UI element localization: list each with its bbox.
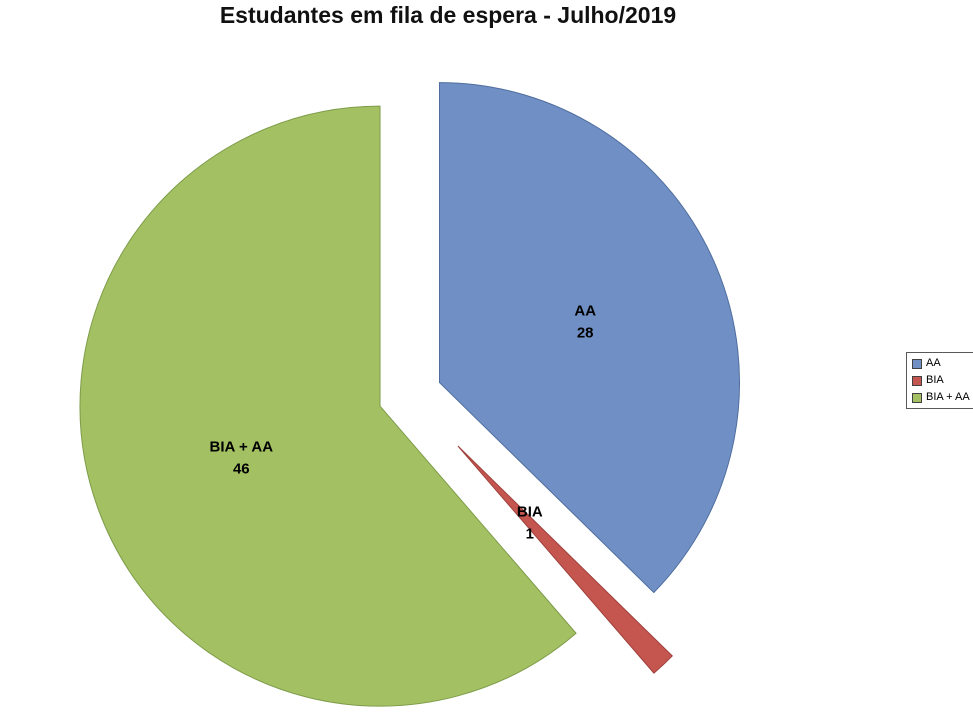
slice-label-bia-aa: BIA + AA 46: [210, 439, 274, 478]
pie-slice-aa: [439, 82, 740, 594]
pie-slice-bia-aa: [79, 105, 577, 707]
legend-item-bia: BIA: [912, 375, 970, 386]
legend-swatch-aa: [912, 358, 922, 369]
slice-label-aa: AA 28: [574, 302, 596, 341]
legend-label: BIA: [926, 374, 944, 386]
legend: AA BIA BIA + AA: [906, 352, 973, 409]
legend-item-aa: AA: [912, 358, 970, 369]
legend-swatch-bia: [912, 375, 922, 386]
slice-label-bia: BIA 1: [517, 504, 543, 543]
legend-label: BIA + AA: [926, 391, 970, 403]
pie-slice-bia: [457, 445, 673, 674]
legend-label: AA: [926, 357, 941, 369]
legend-item-bia-aa: BIA + AA: [912, 392, 970, 403]
legend-swatch-bia-aa: [912, 392, 922, 403]
chart-title: Estudantes em fila de espera - Julho/201…: [219, 2, 677, 28]
